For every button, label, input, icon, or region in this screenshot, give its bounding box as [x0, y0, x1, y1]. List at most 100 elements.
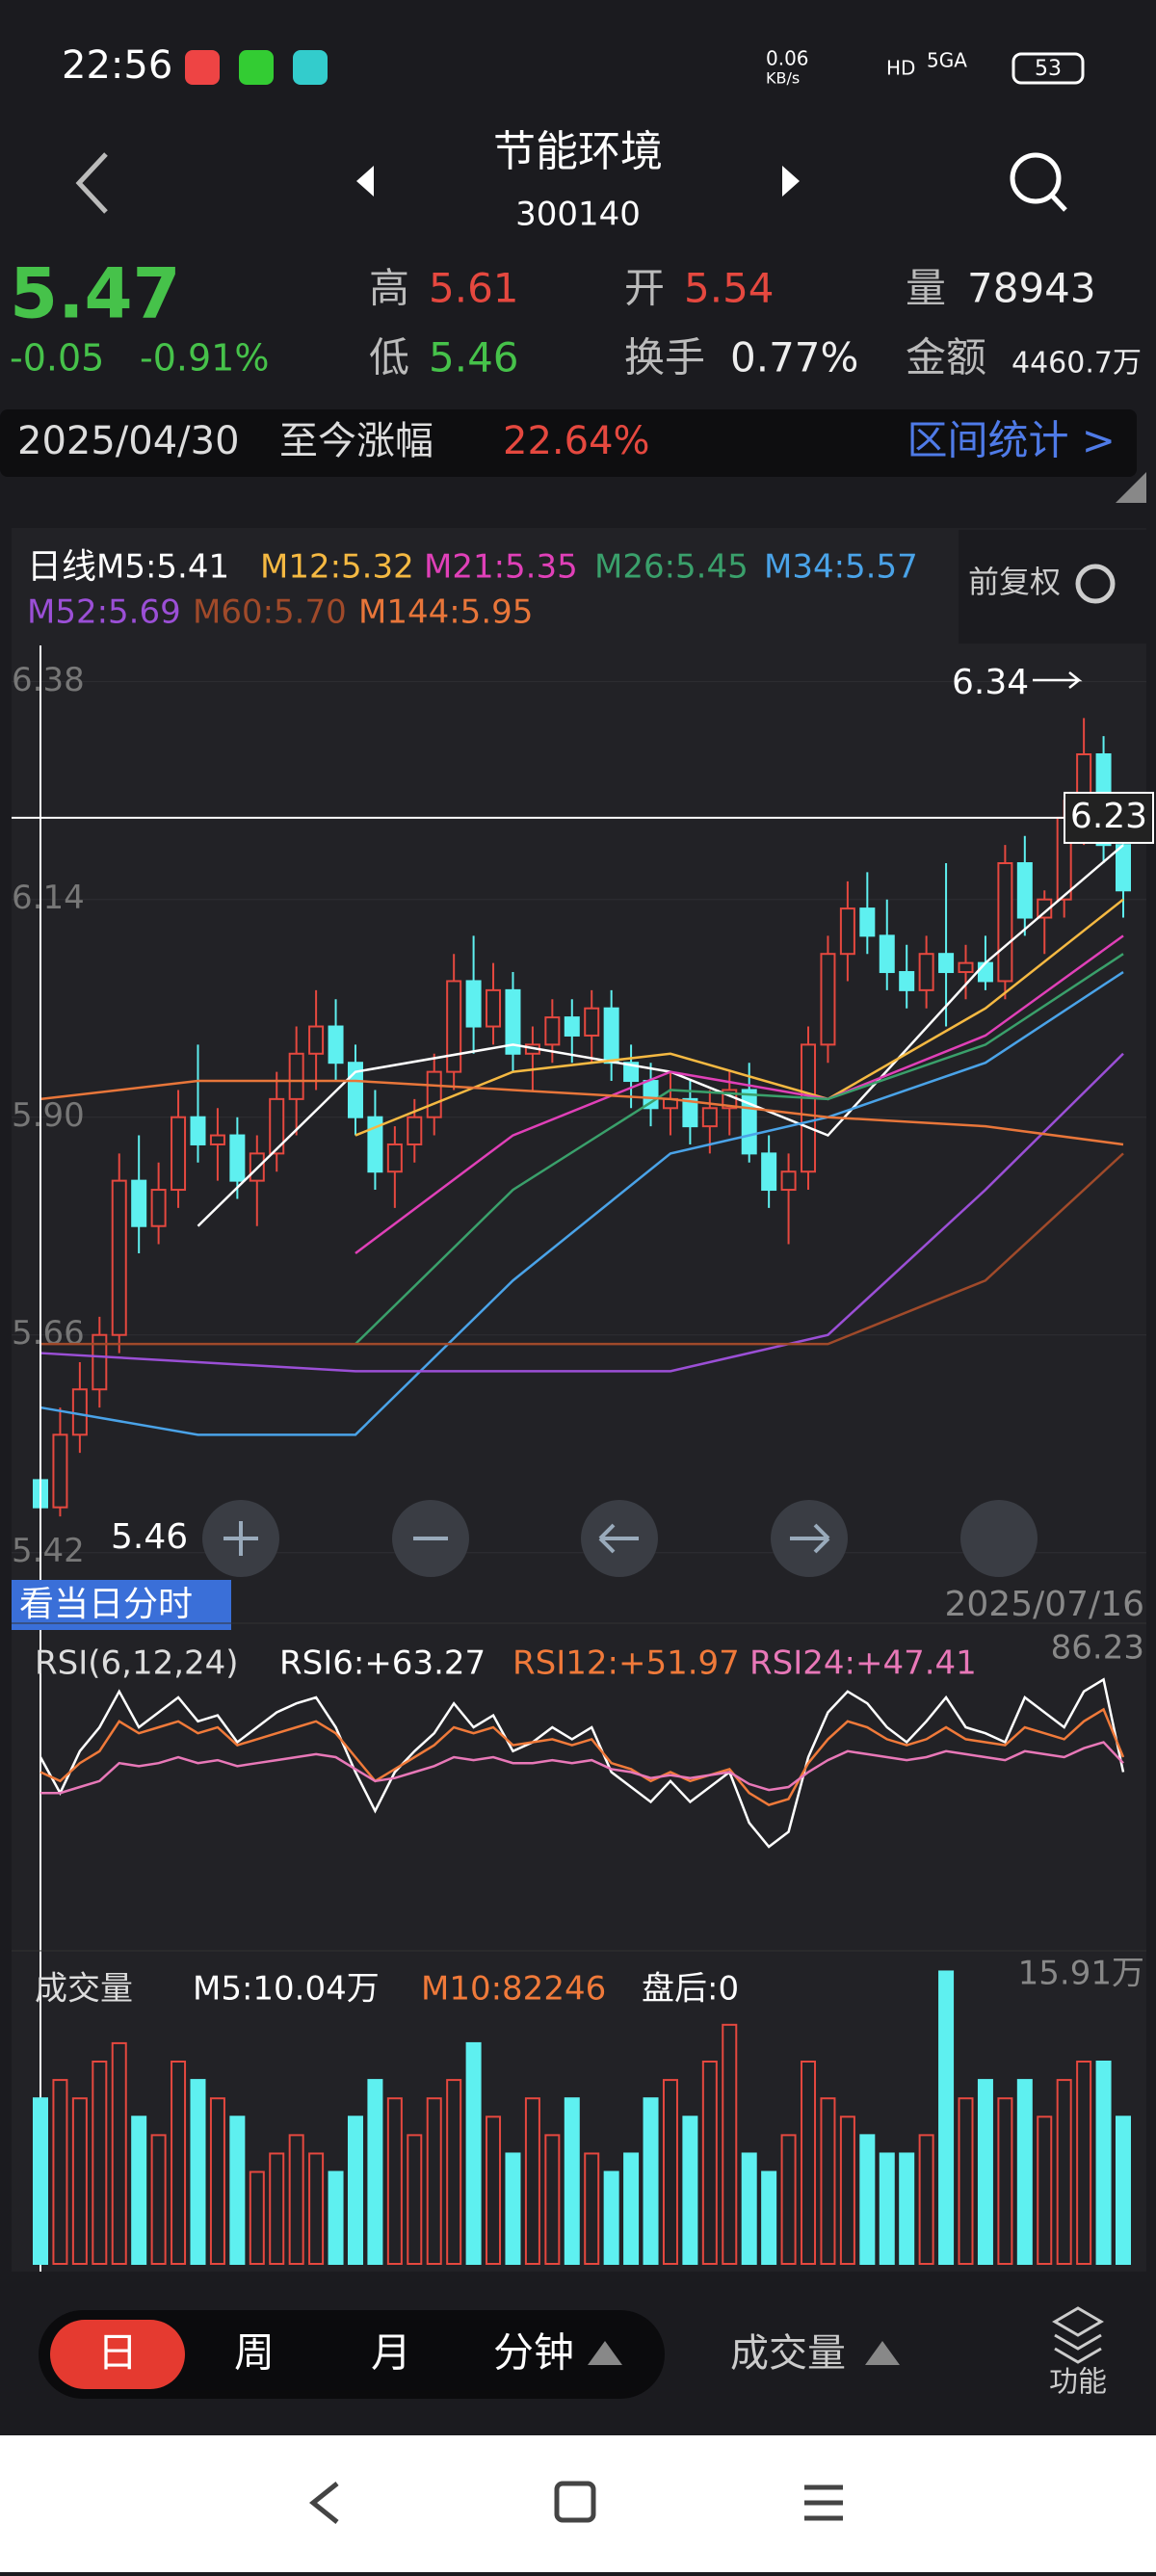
net-unit: KB/s: [766, 69, 800, 88]
y-tick-label: 5.42: [12, 1532, 85, 1570]
rsi-line: [39, 1677, 1125, 1849]
tool-icons: [223, 1521, 830, 1556]
candle-body: [564, 1016, 580, 1037]
vol-after: 盘后:0: [642, 1970, 739, 2009]
candle-body: [938, 953, 955, 974]
restore-box[interactable]: [959, 530, 1146, 644]
high-note: 6.34: [952, 663, 1029, 702]
candle-body: [780, 1170, 797, 1192]
restore[interactable]: 前复权: [968, 564, 1061, 600]
back-button[interactable]: [75, 152, 108, 214]
candle-body: [623, 1062, 640, 1083]
volume-bar: [209, 2097, 225, 2266]
func-icon[interactable]: [1052, 2306, 1104, 2364]
ma-legend: M52:5.69: [27, 593, 181, 632]
volume-bar: [269, 2152, 285, 2266]
volume-panel: 成交量 M5:10.04万 M10:82246 盘后:0 15.91万: [12, 1950, 1146, 2266]
period-tab[interactable]: 月: [371, 2329, 411, 2377]
ma-line: [39, 1079, 1124, 1146]
nav-bar: [0, 2435, 1156, 2572]
volume-bar: [71, 2097, 88, 2266]
nav-menu[interactable]: [804, 2484, 843, 2521]
candle-body: [584, 1007, 600, 1037]
candle-body: [977, 961, 993, 983]
candle-body: [839, 907, 855, 956]
rsi-value: RSI6:+63.27: [279, 1644, 486, 1683]
time: 22:56: [62, 43, 172, 88]
volume-bar: [662, 2079, 678, 2265]
label: 换手: [624, 334, 705, 381]
search[interactable]: [1010, 152, 1062, 204]
candle-body: [1037, 898, 1053, 919]
candle-body: [801, 1043, 817, 1173]
candle-body: [741, 1089, 757, 1155]
day-time-button[interactable]: [12, 1580, 231, 1630]
turnover: 0.77%: [730, 334, 858, 381]
range-bar[interactable]: [0, 409, 1137, 477]
volume-bar: [839, 2116, 855, 2265]
candle-body: [367, 1116, 383, 1173]
settings[interactable]: [1075, 564, 1116, 604]
volume-bar: [780, 2134, 797, 2265]
cross-date: 2025/07/16: [945, 1585, 1145, 1624]
day-time[interactable]: 看当日分时: [19, 1585, 193, 1624]
volume-bar: [386, 2097, 403, 2266]
prev-stock[interactable]: [356, 166, 374, 197]
ma-line: [355, 953, 1124, 1346]
volume-bar: [879, 2152, 895, 2266]
period-tab[interactable]: 日: [97, 2329, 138, 2377]
candle-body: [603, 1007, 619, 1065]
amount: 4460.7万: [1012, 347, 1142, 381]
toolbar: [202, 1500, 1038, 1577]
ma-legend: M144:5.95: [358, 593, 533, 632]
candle-body: [288, 1052, 304, 1100]
period-tabs: [39, 2310, 665, 2399]
nav-home[interactable]: [554, 2481, 596, 2523]
volume-bar: [486, 2116, 502, 2265]
volume: 78943: [967, 265, 1096, 312]
fullscreen[interactable]: [960, 1500, 1038, 1577]
func[interactable]: 功能: [1049, 2366, 1107, 2400]
candle-body: [171, 1116, 187, 1192]
high: 5.61: [429, 265, 519, 312]
volume-bar: [682, 2116, 698, 2265]
volume-bar: [111, 2041, 127, 2266]
candle-body: [820, 953, 836, 1046]
volume-bar: [328, 2170, 344, 2265]
volume-bar: [347, 2116, 363, 2265]
candle-body: [918, 953, 934, 991]
volume-bar: [603, 2170, 619, 2265]
range-link[interactable]: 区间统计 >: [906, 417, 1116, 464]
label: 开: [624, 265, 665, 312]
period-tab[interactable]: 分钟: [493, 2329, 574, 2377]
volume-bar: [288, 2134, 304, 2265]
change: -0.05: [10, 337, 104, 380]
net-speed: 0.06: [766, 47, 809, 70]
open: 5.54: [684, 265, 775, 312]
volume-bar: [859, 2134, 876, 2265]
period-tab[interactable]: 周: [234, 2329, 275, 2377]
candle-body: [426, 1070, 442, 1118]
active-tab: [50, 2320, 185, 2389]
candle-body: [879, 934, 895, 974]
rsi-line: [40, 1741, 1124, 1795]
next-stock[interactable]: [782, 166, 800, 197]
candle-body: [761, 1152, 777, 1192]
candle-body: [71, 1388, 88, 1436]
volume-bar: [229, 2116, 246, 2265]
volume-bar: [643, 2097, 659, 2266]
cross-price: 6.23: [1070, 797, 1147, 836]
vol-label: 成交量: [35, 1970, 133, 2009]
nav-back[interactable]: [308, 2482, 339, 2524]
rsi-panel: RSI(6,12,24) 86.23 RSI6:+63.27 RSI12:+51.97…: [12, 1622, 1146, 1849]
cross-low: 5.46: [111, 1517, 188, 1557]
volume-bar: [131, 2116, 147, 2265]
search[interactable]: [1050, 194, 1067, 212]
vol-m10: M10:82246: [421, 1970, 606, 2009]
range-date: 2025/04/30: [17, 419, 240, 463]
candle-body: [150, 1189, 167, 1227]
y-tick-label: 5.66: [12, 1314, 85, 1353]
battery: 53: [1035, 57, 1062, 81]
indicator-tab[interactable]: 成交量: [730, 2331, 846, 2376]
